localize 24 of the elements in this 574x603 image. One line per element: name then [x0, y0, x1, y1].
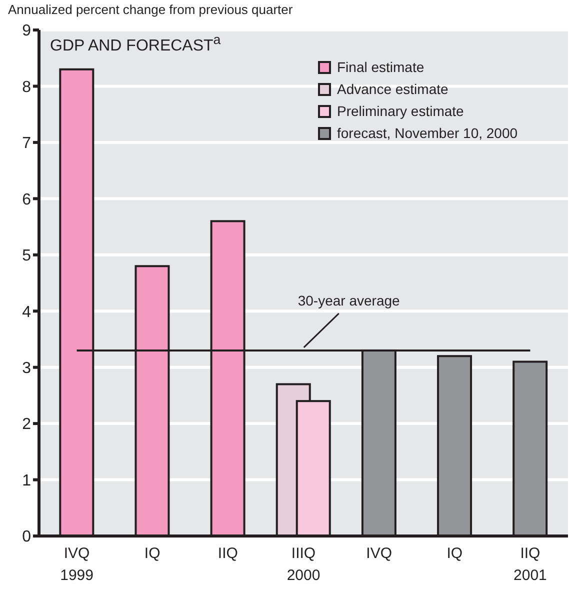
x-tick-label: IVQ 1999 — [60, 545, 94, 584]
legend-label: forecast, November 10, 2000 — [337, 125, 518, 141]
x-tick-label: IVQ — [366, 545, 392, 562]
x-tick-label: IQ — [144, 545, 160, 562]
y-tick-label: 6 — [22, 191, 32, 208]
x-tick-label: IIIQ 2000 — [286, 545, 320, 584]
x-tick-label: IIQ — [218, 545, 238, 562]
ref-line-label: 30-year average — [298, 292, 400, 308]
y-tick-label: 2 — [22, 416, 32, 434]
y-tick-label: 9 — [22, 22, 32, 40]
chart-title: GDP AND FORECAST$^{a}$ — [50, 32, 225, 56]
x-tick-label: IIQ 2001 — [514, 545, 547, 584]
y-axis-title: Annualized percent change from previous quarter — [8, 2, 293, 17]
y-tick-label: 5 — [22, 248, 32, 265]
y-tick-label: 4 — [22, 304, 32, 321]
y-tick-label: 1 — [22, 472, 32, 490]
x-tick-label: IQ — [446, 545, 463, 562]
y-tick-label: 8 — [22, 78, 32, 96]
y-tick-label: 3 — [22, 360, 32, 378]
y-tick-label: 0 — [22, 528, 32, 546]
legend-label: Preliminary estimate — [337, 103, 464, 119]
legend-label: Advance estimate — [337, 81, 448, 97]
legend-label: Final estimate — [337, 59, 424, 75]
y-tick-label: 7 — [22, 135, 32, 152]
